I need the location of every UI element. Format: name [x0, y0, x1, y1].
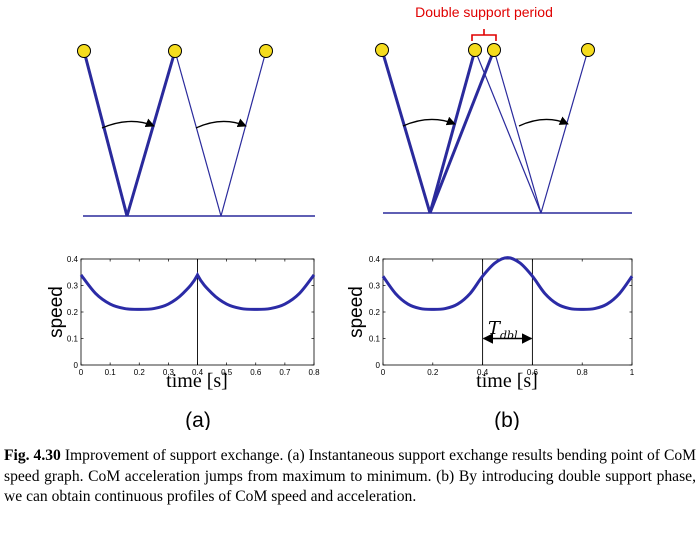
caption-text: Improvement of support exchange. (a) Ins…	[4, 447, 697, 505]
x-tick-label-b-1: 0.2	[427, 368, 439, 377]
tdbl-sub: dbl	[500, 329, 518, 342]
y-tick-label-a-4: 0.4	[67, 255, 79, 264]
x-tick-label-a-0: 0	[79, 368, 84, 377]
leg-a1	[82, 50, 129, 217]
x-tick-label-a-1: 0.1	[105, 368, 117, 377]
y-tick-label-b-2: 0.2	[369, 308, 381, 317]
xlabel-b: time [s]	[476, 370, 538, 392]
mass-point-b1	[375, 43, 389, 57]
speed-chart-b: 0 0.2 0.4 0.6 0.8 1 0 0.1 0.2 0.3 0.4 Tdbl speed t…	[346, 255, 635, 392]
chart-b-marks: 0 0.2 0.4 0.6 0.8 1 0 0.1 0.2 0.3 0.4	[369, 255, 635, 377]
x-tick-label-b-2: 0.4	[477, 368, 489, 377]
x-tick-label-a-5: 0.5	[221, 368, 233, 377]
leg-b2	[428, 49, 477, 214]
ylabel-b: speed	[346, 286, 367, 338]
mass-point-a1	[77, 44, 91, 58]
plot-frame-b	[382, 258, 633, 366]
x-tick-label-a-6: 0.6	[250, 368, 262, 377]
double-support-label: Double support period	[415, 4, 553, 20]
swing-arrow-b2	[518, 116, 569, 127]
panel-label-a: (a)	[185, 409, 211, 430]
y-tick-label-b-3: 0.3	[369, 282, 381, 291]
ylabel-a: speed	[46, 286, 67, 338]
x-tick-label-b-0: 0	[381, 368, 386, 377]
tdbl-label: Tdbl	[488, 318, 518, 342]
mass-point-b3	[487, 43, 501, 57]
leg-a3	[174, 50, 222, 217]
leg-b4	[474, 49, 542, 214]
mass-point-b4	[581, 43, 595, 57]
swing-arrow-a1	[101, 118, 155, 129]
y-tick-label-b-0: 0	[376, 361, 381, 370]
swing-arrow-b1	[402, 116, 456, 127]
leg-b1	[380, 49, 432, 214]
y-tick-label-a-2: 0.2	[67, 308, 79, 317]
tdbl-main: T	[488, 318, 502, 339]
figure-caption: Fig. 4.30 Improvement of support exchange…	[4, 446, 696, 508]
y-tick-label-b-1: 0.1	[369, 335, 381, 344]
leg-a2	[125, 50, 177, 217]
leg-b5	[493, 49, 542, 214]
leg-b6	[540, 49, 589, 214]
mass-point-a2	[168, 44, 182, 58]
leg-a4	[220, 50, 267, 217]
y-tick-label-a-1: 0.1	[67, 335, 79, 344]
x-tick-label-a-2: 0.2	[134, 368, 146, 377]
x-tick-label-b-4: 0.8	[577, 368, 589, 377]
x-tick-label-a-8: 0.8	[308, 368, 320, 377]
y-tick-label-b-4: 0.4	[369, 255, 381, 264]
double-support-bracket	[471, 29, 497, 41]
chart-a-marks: 0 0.1 0.2 0.3 0.4 0.5 0.6 0.7 0.8 0 0.1 0.2 0.3 0.4	[67, 255, 320, 377]
y-tick-label-a-0: 0	[74, 361, 79, 370]
walking-diagram-b: Double support period	[375, 4, 632, 214]
panel-label-b: (b)	[494, 409, 520, 430]
y-tick-label-a-3: 0.3	[67, 282, 79, 291]
x-tick-label-b-5: 1	[630, 368, 635, 377]
xlabel-a: time [s]	[166, 370, 228, 392]
swing-arrow-a2	[195, 118, 247, 129]
caption-label: Fig. 4.30	[4, 447, 61, 464]
x-tick-label-a-4: 0.4	[192, 368, 204, 377]
speed-curve-b-0	[381, 256, 634, 311]
x-tick-label-a-7: 0.7	[279, 368, 291, 377]
mass-point-a3	[259, 44, 273, 58]
speed-chart-a: 0 0.1 0.2 0.3 0.4 0.5 0.6 0.7 0.8 0 0.1 0.2 0.3 0.4 s…	[46, 255, 320, 392]
speed-curve-a-0	[79, 271, 316, 311]
leg-b3	[428, 49, 496, 214]
walking-diagram-a	[77, 44, 315, 217]
figure: Double support period 0 0.1 0.2 0.3 0.4 0.5 0.…	[46, 4, 635, 430]
x-tick-label-b-3: 0.6	[527, 368, 539, 377]
mass-point-b2	[468, 43, 482, 57]
x-tick-label-a-3: 0.3	[163, 368, 175, 377]
